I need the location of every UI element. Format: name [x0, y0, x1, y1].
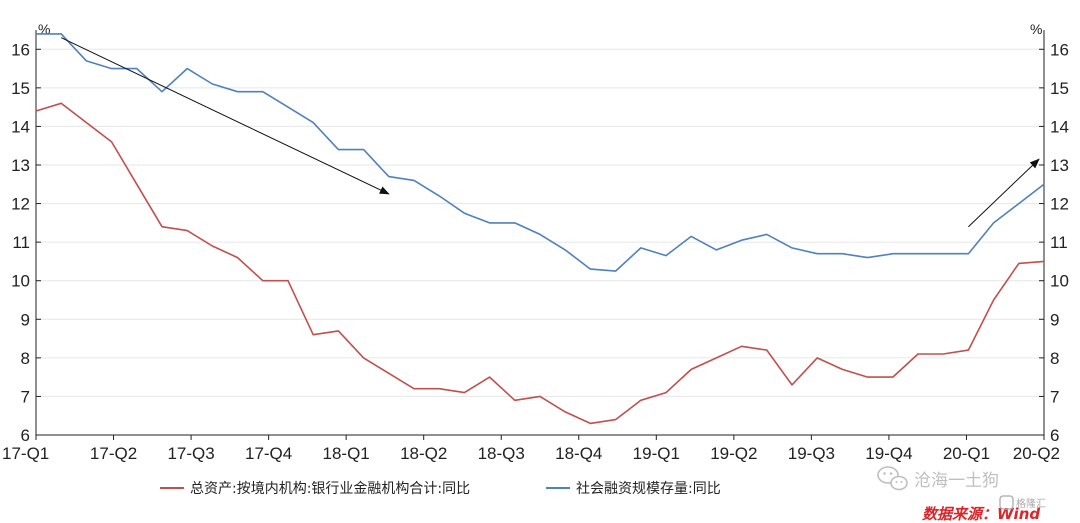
y-tick-label-right: 9: [1050, 310, 1059, 329]
uptrend-arrow: [968, 158, 1040, 228]
right-unit-label: %: [1030, 21, 1042, 37]
x-tick-label: 18-Q4: [555, 444, 602, 463]
x-tick-label: 20-Q1: [943, 444, 990, 463]
watermark: 沧海一土狗: [877, 466, 999, 491]
logo-icon: [999, 495, 1014, 510]
right-y-ticks: 6 7 8 9 10 11 12 13 14 15 16: [1039, 40, 1069, 445]
left-y-ticks: 6 7 8 9 10 11 12 13 14 15 16: [11, 40, 41, 445]
legend-label-total-assets: 总资产:按境内机构:银行业金融机构合计:同比: [190, 481, 470, 497]
y-tick-label-right: 15: [1050, 79, 1069, 98]
gridlines: [36, 48, 1044, 436]
y-tick-label-left: 8: [21, 349, 30, 368]
y-tick-label-left: 10: [11, 272, 30, 291]
x-tick-label: 18-Q1: [323, 444, 370, 463]
series-line-0: [35, 102, 1045, 425]
y-tick-label-left: 12: [11, 195, 30, 214]
y-tick-label-right: 11: [1050, 233, 1068, 252]
y-tick-label-left: 9: [21, 310, 30, 329]
wechat-icon: [877, 466, 908, 491]
series-lines: [35, 33, 1045, 425]
y-tick-label-right: 16: [1050, 40, 1069, 59]
y-tick-label-right: 8: [1050, 349, 1059, 368]
x-tick-label: 20-Q2: [1013, 444, 1060, 463]
y-tick-label-left: 15: [11, 79, 30, 98]
y-tick-label-right: 14: [1050, 117, 1069, 136]
y-tick-label-right: 12: [1050, 195, 1069, 214]
x-tick-label: 17-Q2: [90, 444, 137, 463]
x-tick-label: 19-Q2: [710, 444, 757, 463]
x-tick-label: 19-Q4: [865, 444, 912, 463]
y-tick-label-left: 7: [21, 387, 30, 406]
x-tick-label: 19-Q3: [788, 444, 835, 463]
corner-logo-text: 格隆汇: [1016, 497, 1046, 510]
y-tick-label-left: 16: [11, 40, 30, 59]
left-unit-label: %: [38, 21, 50, 37]
legend-label-social-financing: 社会融资规模存量:同比: [576, 481, 721, 497]
series-line-1: [36, 33, 1045, 272]
trend-arrows: [60, 37, 1040, 228]
y-tick-label-left: 6: [21, 426, 30, 445]
x-ticks: 17-Q1 17-Q2 17-Q3 17-Q4 18-Q1 18-Q2 18-Q3 18-Q4…: [2, 435, 1060, 463]
downtrend-arrow: [60, 37, 390, 195]
y-tick-label-right: 10: [1050, 272, 1069, 291]
x-tick-label: 17-Q3: [167, 444, 214, 463]
x-tick-label: 17-Q1: [2, 444, 49, 463]
y-tick-label-right: 7: [1050, 387, 1059, 406]
y-tick-label-left: 14: [11, 117, 30, 136]
y-tick-label-left: 13: [11, 156, 30, 175]
watermark-text: 沧海一土狗: [914, 471, 999, 491]
y-tick-label-right: 6: [1050, 426, 1059, 445]
x-tick-label: 18-Q2: [400, 444, 447, 463]
legend: 总资产:按境内机构:银行业金融机构合计:同比 社会融资规模存量:同比: [160, 481, 721, 497]
y-tick-label-left: 11: [12, 233, 30, 252]
y-tick-label-right: 13: [1050, 156, 1069, 175]
x-tick-label: 17-Q4: [245, 444, 292, 463]
corner-logo: 格隆汇: [999, 495, 1046, 510]
x-tick-label: 19-Q1: [633, 444, 680, 463]
x-tick-label: 18-Q3: [478, 444, 525, 463]
